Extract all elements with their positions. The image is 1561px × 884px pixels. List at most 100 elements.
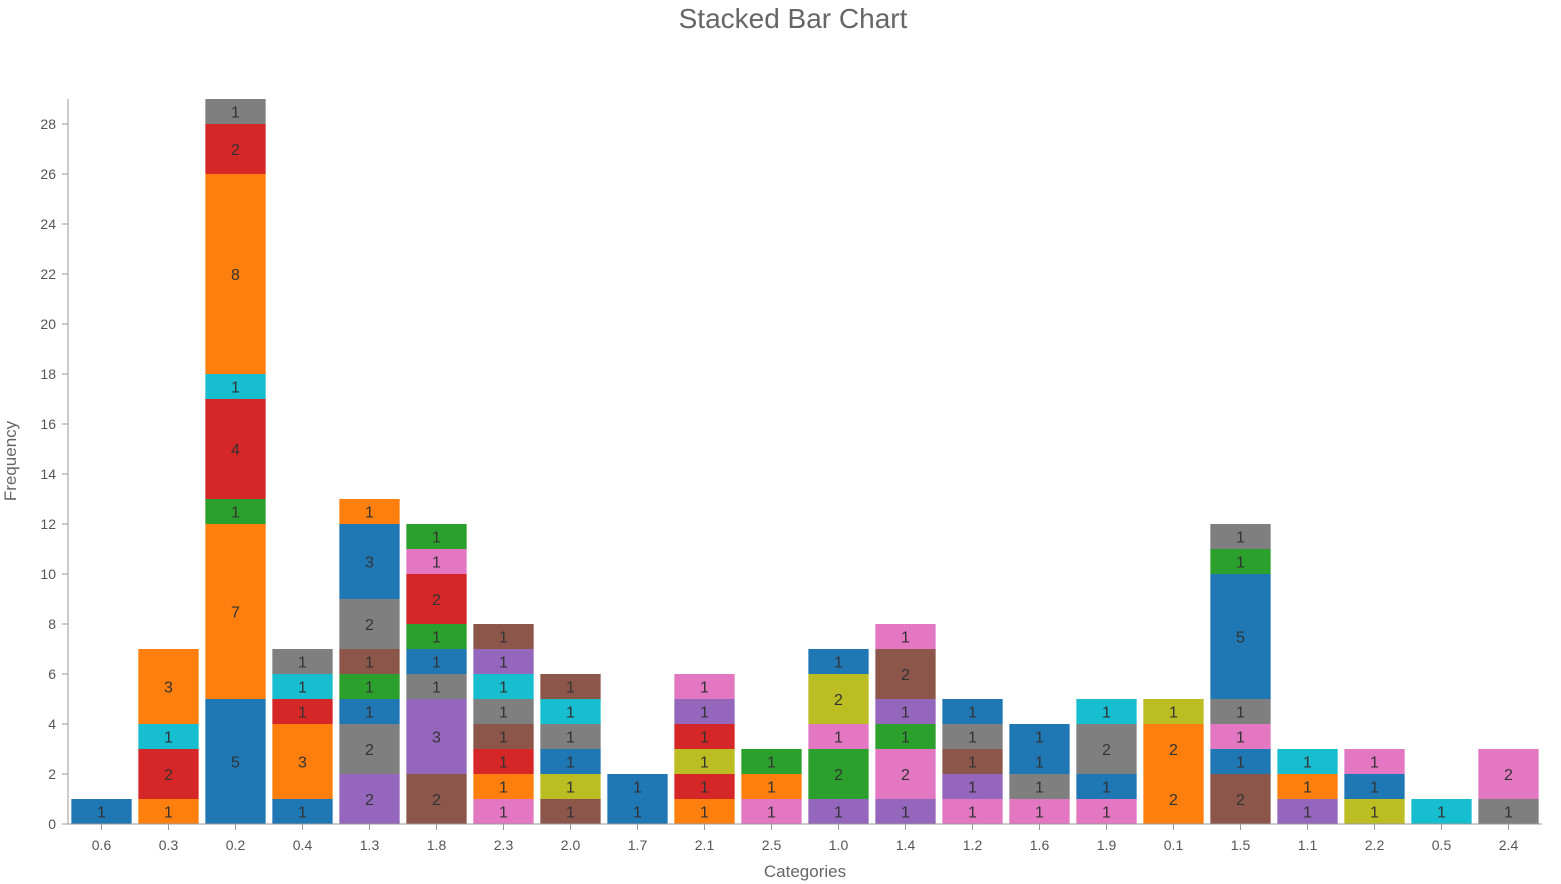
- bar-segment[interactable]: [138, 799, 199, 824]
- bar-segment[interactable]: [205, 174, 266, 374]
- bar-segment[interactable]: [406, 624, 467, 649]
- bar-segment[interactable]: [272, 674, 333, 699]
- bar-segment[interactable]: [1277, 799, 1338, 824]
- bar-segment[interactable]: [540, 674, 601, 699]
- bar-segment[interactable]: [205, 374, 266, 399]
- bar-segment[interactable]: [674, 774, 735, 799]
- bar-segment[interactable]: [473, 674, 534, 699]
- bar-segment[interactable]: [942, 724, 1003, 749]
- bar-segment[interactable]: [339, 524, 400, 599]
- bar-segment[interactable]: [473, 799, 534, 824]
- bar-segment[interactable]: [138, 749, 199, 799]
- bar-segment[interactable]: [942, 774, 1003, 799]
- bar-segment[interactable]: [808, 799, 869, 824]
- bar-segment[interactable]: [406, 524, 467, 549]
- bar-segment[interactable]: [540, 724, 601, 749]
- bar-segment[interactable]: [875, 799, 936, 824]
- bar-segment[interactable]: [138, 724, 199, 749]
- bar-segment[interactable]: [1210, 524, 1271, 549]
- bar-segment[interactable]: [138, 649, 199, 724]
- bar-segment[interactable]: [1076, 699, 1137, 724]
- bar-segment[interactable]: [1344, 749, 1405, 774]
- bar-segment[interactable]: [1143, 774, 1204, 824]
- bar-segment[interactable]: [406, 699, 467, 774]
- bar-segment[interactable]: [1210, 774, 1271, 824]
- bar-segment[interactable]: [674, 724, 735, 749]
- bar-segment[interactable]: [339, 774, 400, 824]
- bar-segment[interactable]: [205, 124, 266, 174]
- bar-segment[interactable]: [473, 699, 534, 724]
- bar-segment[interactable]: [205, 399, 266, 499]
- bar-segment[interactable]: [540, 699, 601, 724]
- bar-segment[interactable]: [1210, 724, 1271, 749]
- bar-segment[interactable]: [674, 799, 735, 824]
- bar-segment[interactable]: [406, 574, 467, 624]
- bar-segment[interactable]: [1277, 774, 1338, 799]
- bar-segment[interactable]: [674, 749, 735, 774]
- bar-segment[interactable]: [272, 649, 333, 674]
- bar-segment[interactable]: [71, 799, 132, 824]
- bar-segment[interactable]: [406, 549, 467, 574]
- bar-segment[interactable]: [875, 749, 936, 799]
- bar-segment[interactable]: [1210, 699, 1271, 724]
- bar-segment[interactable]: [607, 774, 668, 799]
- bar-segment[interactable]: [205, 99, 266, 124]
- bar-segment[interactable]: [1143, 699, 1204, 724]
- bar-segment[interactable]: [607, 799, 668, 824]
- bar-segment[interactable]: [942, 799, 1003, 824]
- bar-segment[interactable]: [1344, 774, 1405, 799]
- bar-segment[interactable]: [875, 649, 936, 699]
- bar-segment[interactable]: [473, 724, 534, 749]
- bar-segment[interactable]: [808, 674, 869, 724]
- bar-segment[interactable]: [272, 699, 333, 724]
- bar-segment[interactable]: [205, 699, 266, 824]
- bar-segment[interactable]: [1478, 749, 1539, 799]
- bar-segment[interactable]: [741, 749, 802, 774]
- bar-segment[interactable]: [339, 499, 400, 524]
- bar-segment[interactable]: [339, 699, 400, 724]
- bar-segment[interactable]: [473, 649, 534, 674]
- bar-segment[interactable]: [808, 749, 869, 799]
- bar-segment[interactable]: [272, 799, 333, 824]
- bar-segment[interactable]: [875, 624, 936, 649]
- bar-segment[interactable]: [406, 774, 467, 824]
- bar-segment[interactable]: [406, 674, 467, 699]
- bar-segment[interactable]: [1076, 724, 1137, 774]
- bar-segment[interactable]: [674, 674, 735, 699]
- bar-segment[interactable]: [875, 699, 936, 724]
- bar-segment[interactable]: [808, 649, 869, 674]
- bar-segment[interactable]: [1009, 724, 1070, 749]
- bar-segment[interactable]: [741, 799, 802, 824]
- bar-segment[interactable]: [339, 649, 400, 674]
- bar-segment[interactable]: [339, 674, 400, 699]
- bar-segment[interactable]: [1210, 574, 1271, 699]
- bar-segment[interactable]: [942, 699, 1003, 724]
- bar-segment[interactable]: [1277, 749, 1338, 774]
- bar-segment[interactable]: [1210, 749, 1271, 774]
- bar-segment[interactable]: [205, 499, 266, 524]
- bar-segment[interactable]: [540, 799, 601, 824]
- bar-segment[interactable]: [1009, 749, 1070, 774]
- bar-segment[interactable]: [540, 774, 601, 799]
- bar-segment[interactable]: [942, 749, 1003, 774]
- bar-segment[interactable]: [1478, 799, 1539, 824]
- bar-segment[interactable]: [1009, 774, 1070, 799]
- bar-segment[interactable]: [875, 724, 936, 749]
- bar-segment[interactable]: [1411, 799, 1472, 824]
- bar-segment[interactable]: [808, 724, 869, 749]
- bar-segment[interactable]: [339, 724, 400, 774]
- bar-segment[interactable]: [339, 599, 400, 649]
- bar-segment[interactable]: [205, 524, 266, 699]
- bar-segment[interactable]: [741, 774, 802, 799]
- bar-segment[interactable]: [540, 749, 601, 774]
- bar-segment[interactable]: [473, 774, 534, 799]
- bar-segment[interactable]: [272, 724, 333, 799]
- bar-segment[interactable]: [406, 649, 467, 674]
- bar-segment[interactable]: [1076, 774, 1137, 799]
- bar-segment[interactable]: [1143, 724, 1204, 774]
- bar-segment[interactable]: [1076, 799, 1137, 824]
- bar-segment[interactable]: [674, 699, 735, 724]
- bar-segment[interactable]: [473, 749, 534, 774]
- bar-segment[interactable]: [1210, 549, 1271, 574]
- bar-segment[interactable]: [473, 624, 534, 649]
